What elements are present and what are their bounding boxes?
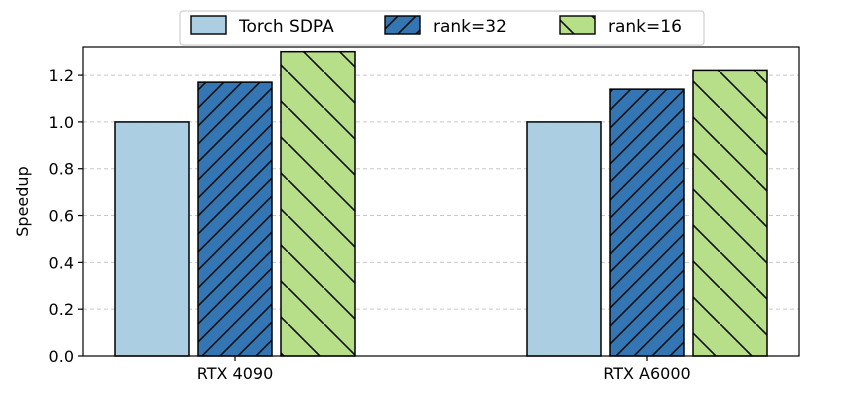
x-tick-label: RTX A6000 (603, 364, 690, 383)
legend-item: rank=16 (559, 15, 682, 37)
legend-item: rank=32 (384, 15, 507, 37)
bar-hatch (610, 89, 684, 357)
bar (197, 81, 273, 357)
bar (609, 88, 685, 357)
legend-swatch-hatch (560, 16, 595, 34)
bar-hatch (693, 70, 767, 356)
y-axis: 0.0 0.2 0.4 0.6 0.8 1.0 1.2 (49, 66, 83, 366)
bar-hatch (281, 51, 355, 356)
legend-label: Torch SDPA (238, 17, 334, 37)
y-tick-label: 0.2 (49, 300, 74, 319)
grid-lines (83, 74, 799, 310)
legend-swatch-outline (384, 15, 421, 35)
bar (692, 69, 768, 357)
x-tick-label: RTX 4090 (197, 364, 274, 383)
bar (114, 121, 190, 357)
bar-hatch (198, 82, 272, 356)
legend-swatch-outline (190, 15, 227, 35)
bar-fill (527, 121, 601, 356)
bar (280, 50, 356, 357)
y-axis-label: Speedup (13, 166, 32, 236)
legend-label: rank=16 (608, 17, 682, 37)
y-tick-label: 0.0 (49, 347, 74, 366)
plot-frame (82, 46, 800, 357)
x-axis: RTX 4090 RTX A6000 (197, 356, 691, 383)
legend-item: Torch SDPA (190, 15, 334, 37)
legend-swatch-hatch (385, 16, 420, 34)
legend-swatch-outline (559, 15, 596, 35)
legend-label: rank=32 (433, 17, 507, 37)
y-tick-label: 0.8 (49, 160, 74, 179)
y-tick-label: 0.4 (49, 253, 74, 272)
bars (114, 50, 768, 357)
legend: Torch SDPA rank=32 rank=16 (179, 10, 705, 46)
legend-swatch (191, 16, 226, 34)
bar-fill (115, 121, 189, 356)
y-tick-label: 0.6 (49, 207, 74, 226)
y-tick-label: 1.2 (49, 66, 74, 85)
y-tick-label: 1.0 (49, 113, 74, 132)
bar (526, 121, 602, 357)
